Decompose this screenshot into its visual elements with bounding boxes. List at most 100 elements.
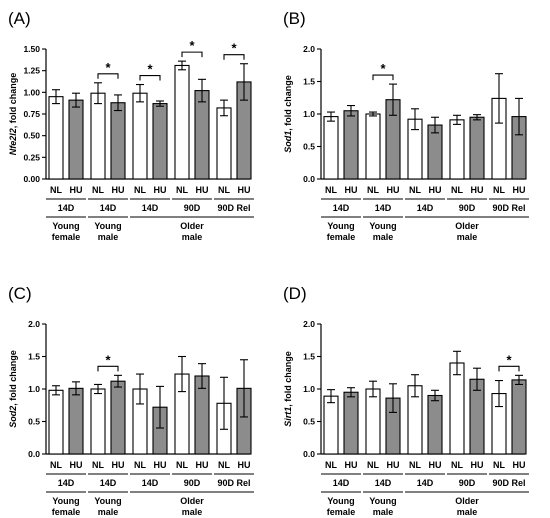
y-label-unit: , fold change <box>283 351 293 407</box>
group-label-line2: female <box>327 232 356 242</box>
panel-label: (B) <box>283 9 306 28</box>
x-category-label: HU <box>112 185 125 195</box>
significance-bracket <box>223 54 245 60</box>
group-label-line2: male <box>373 232 394 242</box>
y-tick-label: 2.0 <box>28 319 40 329</box>
group-label-line1: Older <box>180 221 204 231</box>
duration-label: 14D <box>417 478 434 488</box>
x-category-label: NL <box>176 185 188 195</box>
x-category-label: NL <box>134 460 146 470</box>
group-label-line2: male <box>182 232 203 242</box>
bar <box>323 116 339 180</box>
panel-label: (D) <box>283 284 307 303</box>
group-label-line1: Older <box>455 496 479 506</box>
significance-bracket <box>181 51 203 58</box>
y-tick-label: 0.75 <box>23 109 40 119</box>
duration-label: 14D <box>375 203 392 213</box>
significance-star: * <box>231 41 237 56</box>
y-tick-label: 2.0 <box>303 44 315 54</box>
significance-bracket <box>97 365 119 372</box>
group-label-line1: Young <box>327 221 354 231</box>
bar <box>323 395 339 455</box>
y-tick-label: 0.0 <box>28 449 40 459</box>
group-label-line1: Young <box>52 496 79 506</box>
x-category-label: HU <box>154 460 167 470</box>
y-tick-label: 0.50 <box>23 131 40 141</box>
duration-label: 14D <box>142 478 159 488</box>
group-label-line2: male <box>457 232 478 242</box>
x-category-label: NL <box>176 460 188 470</box>
y-label-gene: Sod1 <box>283 131 293 153</box>
x-category-label: NL <box>325 460 337 470</box>
x-category-label: HU <box>345 185 358 195</box>
bar <box>90 388 106 455</box>
x-category-label: HU <box>345 460 358 470</box>
significance-star: * <box>189 38 195 53</box>
duration-label: 90D <box>459 203 476 213</box>
y-tick-label: 0.5 <box>303 142 315 152</box>
y-tick-label: 1.0 <box>303 384 315 394</box>
duration-label: 90D Rel <box>492 203 525 213</box>
bar <box>194 90 210 180</box>
group-label-line2: male <box>182 507 203 517</box>
y-axis-label: Nfe2l2, fold change <box>8 73 18 156</box>
bar <box>449 362 465 455</box>
y-axis-label: Sod1, fold change <box>283 75 293 153</box>
x-category-label: NL <box>367 460 379 470</box>
x-category-label: NL <box>134 185 146 195</box>
group-label-line2: male <box>373 507 394 517</box>
x-category-label: HU <box>387 460 400 470</box>
panel-0: (A) 0.00 0.25 0.50 0.75 1.00 1.25 1.50 Nfe2l2, f… <box>8 9 254 242</box>
duration-label: 90D Rel <box>217 203 250 213</box>
x-category-label: NL <box>493 185 505 195</box>
duration-label: 90D <box>459 478 476 488</box>
x-category-label: HU <box>70 185 83 195</box>
y-tick-label: 0.25 <box>23 152 40 162</box>
x-category-label: HU <box>513 185 526 195</box>
group-label-line2: female <box>327 507 356 517</box>
x-category-label: NL <box>451 460 463 470</box>
x-category-label: NL <box>92 185 104 195</box>
x-category-label: NL <box>325 185 337 195</box>
significance-bracket <box>97 73 119 79</box>
group-label-line1: Young <box>94 496 121 506</box>
group-label-line1: Young <box>369 496 396 506</box>
y-tick-label: 1.5 <box>28 352 40 362</box>
group-label-line1: Young <box>94 221 121 231</box>
group-label-line1: Older <box>180 496 204 506</box>
x-category-label: HU <box>471 185 484 195</box>
significance-bracket <box>139 74 161 81</box>
group-label-line1: Older <box>455 221 479 231</box>
x-category-label: HU <box>154 185 167 195</box>
significance-star: * <box>105 60 111 75</box>
significance-star: * <box>105 352 111 367</box>
x-category-label: NL <box>493 460 505 470</box>
y-tick-label: 1.0 <box>28 384 40 394</box>
y-tick-label: 0.5 <box>28 417 40 427</box>
x-category-label: NL <box>50 460 62 470</box>
x-category-label: NL <box>451 185 463 195</box>
bar <box>343 110 359 180</box>
y-label-unit: , fold change <box>8 73 18 129</box>
x-category-label: NL <box>218 460 230 470</box>
x-category-label: HU <box>471 460 484 470</box>
bar <box>110 102 126 180</box>
y-tick-label: 1.50 <box>23 44 40 54</box>
bar <box>68 99 84 180</box>
panel-label: (A) <box>8 9 31 28</box>
y-label-unit: , fold change <box>8 350 18 406</box>
duration-label: 14D <box>100 478 117 488</box>
group-label-line2: female <box>52 232 81 242</box>
duration-label: 14D <box>100 203 117 213</box>
x-category-label: HU <box>238 460 251 470</box>
group-label-line1: Young <box>327 496 354 506</box>
bar <box>48 389 64 455</box>
duration-label: 14D <box>375 478 392 488</box>
duration-label: 90D <box>184 203 201 213</box>
significance-star: * <box>380 61 386 76</box>
duration-label: 90D Rel <box>217 478 250 488</box>
x-category-label: HU <box>196 185 209 195</box>
y-tick-label: 1.00 <box>23 87 40 97</box>
y-axis-label: Sirt1, fold change <box>283 351 293 427</box>
